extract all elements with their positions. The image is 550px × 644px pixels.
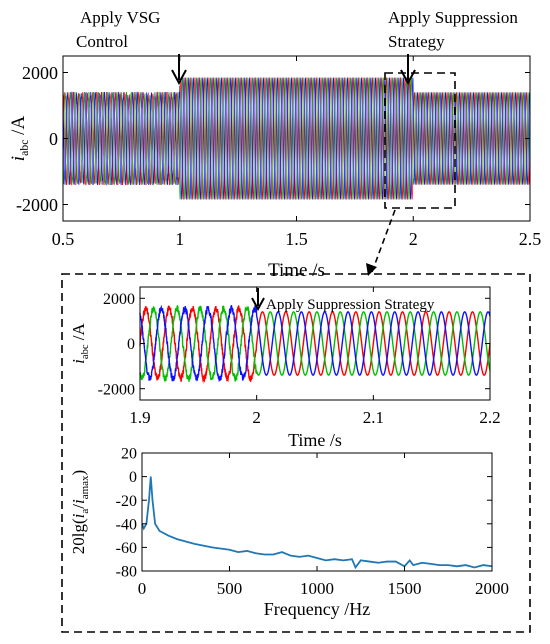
y-tick-label: 2000 (22, 63, 58, 83)
x-axis-label: Frequency /Hz (264, 599, 370, 619)
y-tick-label: -40 (116, 516, 137, 533)
zoom-region-box (384, 72, 456, 209)
x-tick-label: 1000 (300, 579, 334, 598)
zoom-series-3-line (139, 304, 491, 383)
x-axis-label: Time /s (288, 430, 342, 450)
x-axis-label: Time /s (268, 260, 325, 281)
x-tick-label: 2 (409, 229, 418, 249)
zoom-suppression-arrow (251, 288, 265, 312)
y-tick-label: 0 (129, 469, 137, 486)
x-tick-label: 500 (217, 579, 243, 598)
x-tick-label: 0.5 (52, 229, 75, 249)
y-tick-label: -2000 (98, 381, 135, 398)
spectrum-series-line (141, 476, 493, 570)
zoom-connector-arrowhead (366, 263, 377, 276)
top-series-3-line (62, 77, 531, 200)
y-tick-label: -2000 (16, 195, 58, 215)
y-axis-label: 20lg(ia/iamax) (69, 470, 91, 554)
apply-vsg-label-line2: Control (76, 32, 128, 51)
zoom-detail-frame (61, 273, 531, 633)
x-tick-label: 2.2 (479, 408, 500, 427)
zoom-current-chart: 1.9 2 2.1 2.2 2000 0 -2000 Time /s iabc /A (69, 286, 501, 450)
spectrum-plot-frame (141, 452, 493, 572)
y-axis-label: iabc /A (8, 116, 31, 162)
apply-suppression-label-line1: Apply Suppression (388, 8, 518, 27)
top-series-2-line (62, 77, 531, 200)
y-tick-label: -60 (116, 540, 137, 557)
y-tick-label: 0 (49, 129, 58, 149)
x-tick-label: 0 (138, 579, 147, 598)
spectrum-chart: 0 500 1000 1500 2000 20 0 -20 -40 -60 -80 Frequency… (69, 446, 509, 619)
zoom-series-1-line (139, 304, 491, 384)
x-tick-label: 2000 (475, 579, 509, 598)
y-tick-label: 20 (121, 446, 137, 463)
zoom-connector-line (371, 209, 396, 273)
x-tick-label: 1 (175, 229, 184, 249)
y-tick-label: 2000 (103, 291, 135, 308)
x-tick-label: 1.5 (285, 229, 308, 249)
x-tick-label: 1.9 (129, 408, 150, 427)
apply-suppression-label-line2: Strategy (388, 32, 445, 51)
y-tick-label: -80 (116, 564, 137, 581)
top-current-chart: 0.5 1 1.5 2 2.5 2000 0 -2000 Time /s iabc /A (8, 55, 542, 281)
apply-suppression-zoom-label: Apply Suppression Strategy (266, 297, 435, 313)
y-tick-label: -20 (116, 493, 137, 510)
y-axis-label: iabc /A (69, 322, 91, 363)
x-tick-label: 2 (252, 408, 261, 427)
apply-suppression-arrow (400, 54, 416, 86)
x-tick-label: 1500 (388, 579, 422, 598)
x-tick-label: 2.5 (519, 229, 542, 249)
apply-vsg-label-line1: Apply VSG (80, 8, 160, 27)
x-tick-label: 2.1 (363, 408, 384, 427)
top-series-1-line (62, 77, 531, 200)
y-tick-label: 0 (127, 336, 135, 353)
zoom-series-2-line (139, 304, 491, 383)
apply-vsg-arrow (171, 54, 187, 86)
